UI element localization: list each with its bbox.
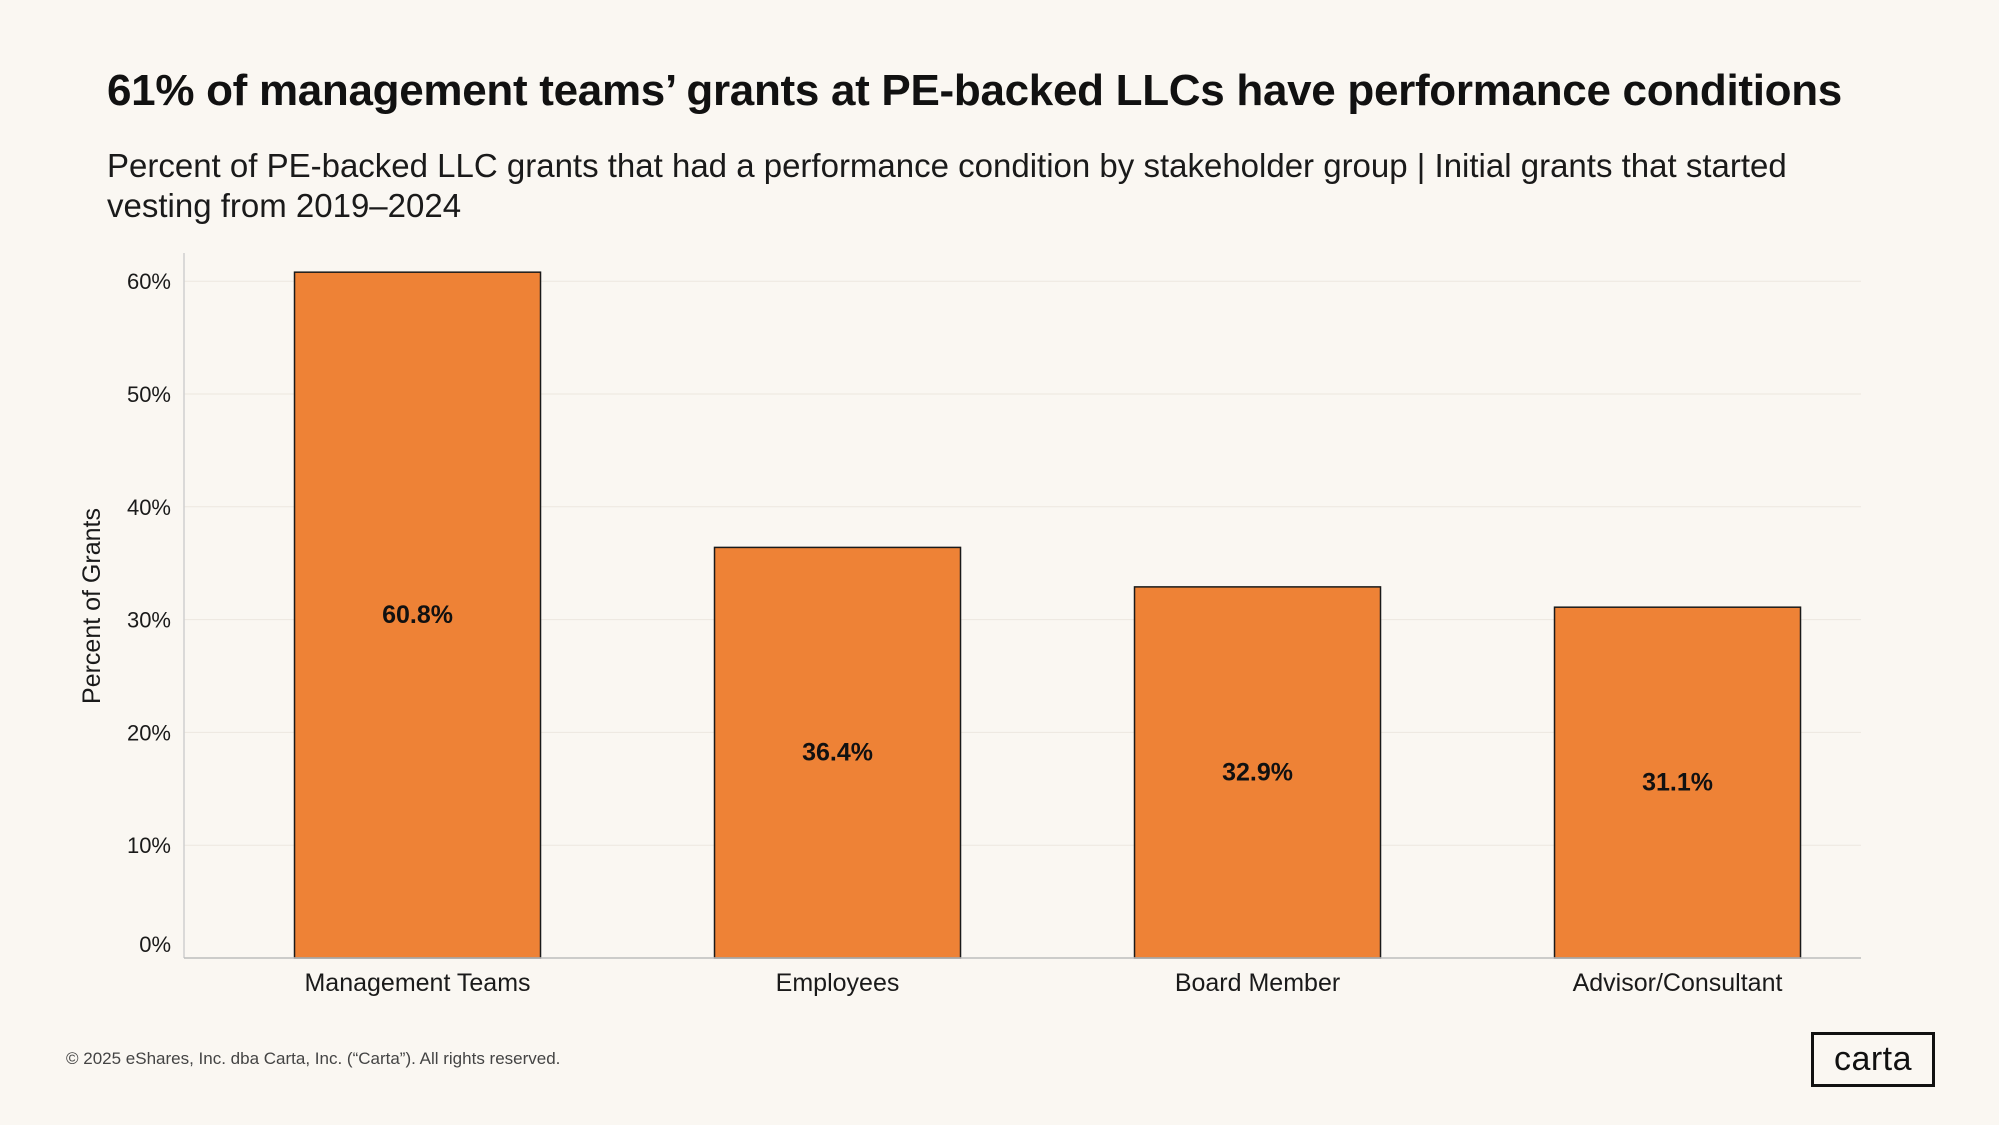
axes (183, 253, 1861, 959)
y-tick-label: 10% (127, 833, 171, 858)
bar (713, 546, 962, 959)
chart-title: 61% of management teams’ grants at PE-ba… (107, 66, 1842, 115)
y-tick-label: 0% (139, 932, 171, 957)
copyright-notice: © 2025 eShares, Inc. dba Carta, Inc. (“C… (66, 1049, 561, 1068)
x-tick-label: Board Member (1175, 969, 1340, 997)
y-axis-label: Percent of Grants (78, 508, 106, 704)
data-label: 32.9% (1222, 758, 1293, 786)
y-tick-label: 40% (127, 495, 171, 520)
x-tick-label: Advisor/Consultant (1573, 969, 1783, 997)
y-tick-label: 60% (127, 269, 171, 294)
chart-subtitle: Percent of PE-backed LLC grants that had… (107, 147, 1787, 224)
x-tick-labels: Management Teams Employees Board Member Adv… (304, 969, 1782, 997)
y-tick-label: 20% (127, 720, 171, 745)
bar (293, 271, 542, 959)
bar (1553, 606, 1802, 959)
data-label: 31.1% (1642, 769, 1713, 797)
data-label: 36.4% (802, 739, 873, 767)
y-tick-label: 30% (127, 608, 171, 633)
data-label: 60.8% (382, 601, 453, 629)
x-tick-label: Management Teams (304, 969, 530, 997)
data-labels: 60.8% 36.4% 32.9% 31.1% (382, 601, 1713, 797)
bars (293, 271, 1802, 959)
x-tick-label: Employees (776, 969, 900, 997)
carta-logo: carta (1811, 1032, 1935, 1087)
y-tick-labels: 0% 10% 20% 30% 40% 50% 60% (127, 269, 171, 957)
y-tick-label: 50% (127, 382, 171, 407)
bar (1133, 586, 1382, 959)
